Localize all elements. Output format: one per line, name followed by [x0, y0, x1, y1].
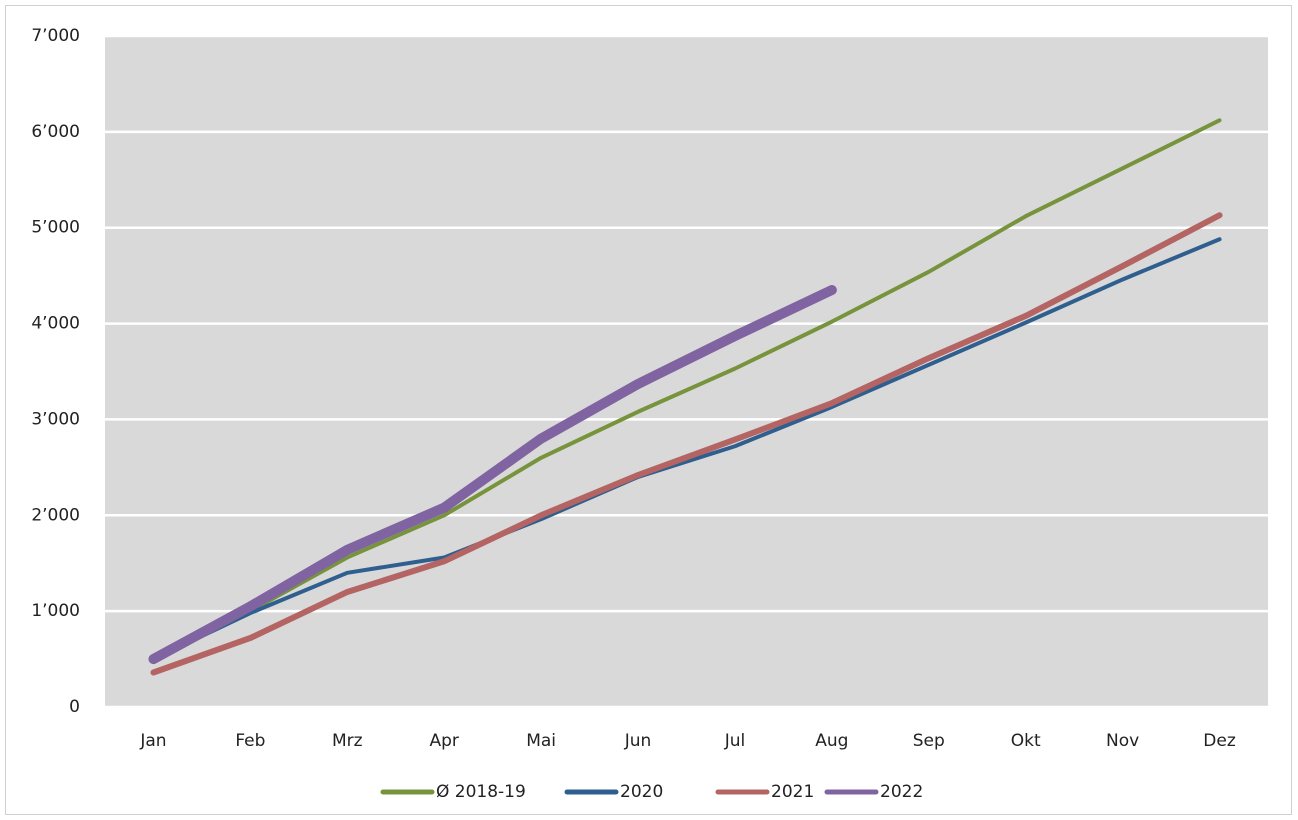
y-tick-label: 5’000: [31, 218, 80, 238]
legend-label: 2022: [880, 782, 923, 802]
y-tick-label: 0: [69, 697, 80, 717]
x-tick-label: Aug: [815, 731, 848, 751]
x-tick-label: Sep: [913, 731, 945, 751]
series-line: [150, 212, 1223, 676]
plot-area: [105, 36, 1268, 707]
x-tick-label: Dez: [1203, 731, 1236, 751]
x-tick-label: Jun: [624, 731, 652, 751]
legend-label: 2021: [771, 782, 814, 802]
x-tick-label: Mrz: [332, 731, 363, 751]
y-tick-label: 2’000: [31, 505, 80, 525]
legend-label: Ø 2018-19: [436, 782, 526, 802]
legend-label: 2020: [620, 782, 663, 802]
x-tick-label: Feb: [235, 731, 265, 751]
y-tick-label: 6’000: [31, 122, 80, 142]
x-tick-label: Nov: [1106, 731, 1139, 751]
y-tick-label: 1’000: [31, 601, 80, 621]
series-line: [148, 285, 837, 665]
x-tick-label: Jul: [724, 731, 746, 751]
x-tick-label: Apr: [429, 731, 458, 751]
y-tick-label: 3’000: [31, 409, 80, 429]
y-tick-label: 4’000: [31, 314, 80, 334]
y-tick-label: 7’000: [31, 26, 80, 46]
series-line: [151, 237, 1222, 662]
x-tick-label: Jan: [139, 731, 166, 751]
x-tick-label: Mai: [526, 731, 556, 751]
x-tick-label: Okt: [1011, 731, 1041, 751]
series-line: [151, 118, 1222, 663]
